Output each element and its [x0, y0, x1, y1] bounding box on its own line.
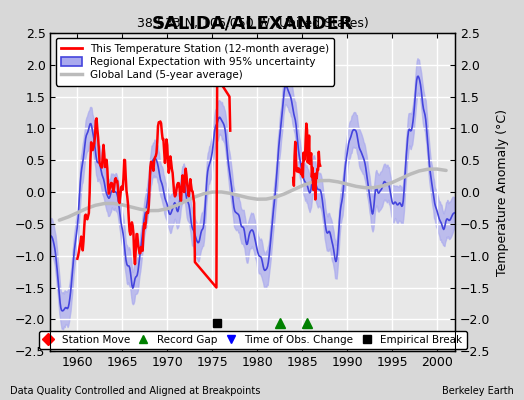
Text: 38.533 N, 106.050 W (United States): 38.533 N, 106.050 W (United States)	[137, 17, 368, 30]
Legend: Station Move, Record Gap, Time of Obs. Change, Empirical Break: Station Move, Record Gap, Time of Obs. C…	[39, 330, 467, 349]
Text: Data Quality Controlled and Aligned at Breakpoints: Data Quality Controlled and Aligned at B…	[10, 386, 261, 396]
Y-axis label: Temperature Anomaly (°C): Temperature Anomaly (°C)	[496, 108, 509, 276]
Text: Berkeley Earth: Berkeley Earth	[442, 386, 514, 396]
Title: SALIDA/ALEXANDER: SALIDA/ALEXANDER	[152, 15, 354, 33]
